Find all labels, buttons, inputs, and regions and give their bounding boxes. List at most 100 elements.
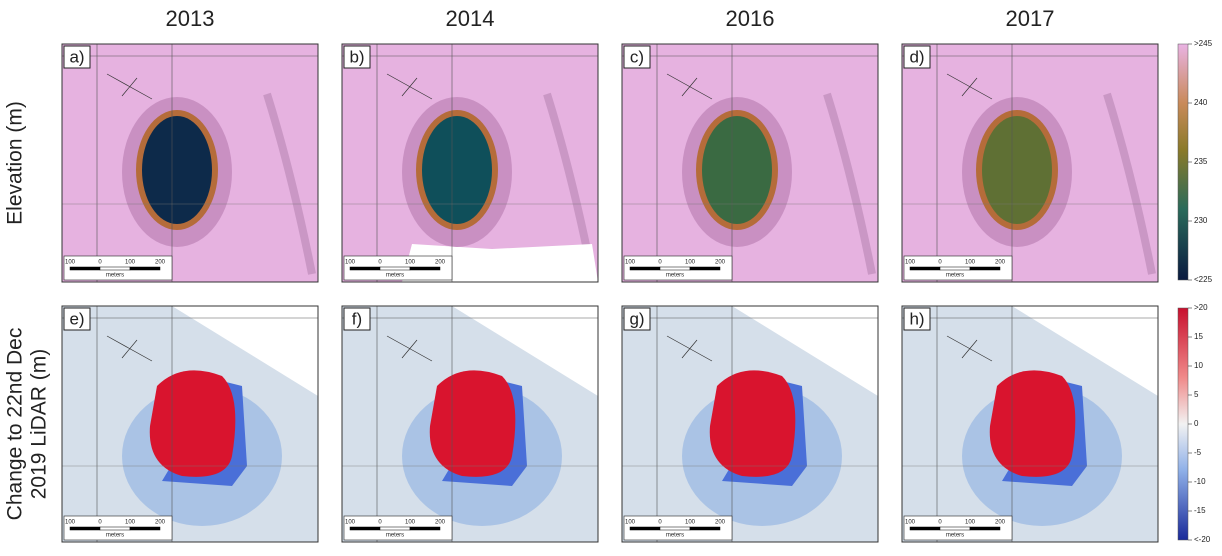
colorbar-tick-label: -10 — [1194, 477, 1206, 486]
scale-bar-unit: meters — [106, 273, 124, 279]
scale-bar-unit: meters — [666, 533, 684, 539]
scale-bar-label: 100 — [685, 260, 696, 266]
column-year: 2017 — [1006, 6, 1055, 31]
colorbar-tick-label: >20 — [1194, 303, 1208, 312]
panel-label: e) — [69, 309, 84, 328]
colorbar-tick-label: 0 — [1194, 419, 1199, 428]
scale-bar-segment — [660, 267, 690, 270]
scale-bar: 1000100200meters — [64, 516, 172, 540]
scale-bar-label: 100 — [685, 520, 696, 526]
scale-bar-unit: meters — [946, 273, 964, 279]
lake — [702, 116, 772, 224]
panel-label: d) — [909, 47, 924, 66]
gain-area — [710, 370, 796, 476]
scale-bar-segment — [630, 527, 660, 530]
panel-label: b) — [349, 47, 364, 66]
colorbar-tick-label: 240 — [1194, 98, 1208, 107]
scale-bar-label: 100 — [905, 520, 916, 526]
colorbar-tick-label: <225 — [1194, 275, 1213, 284]
lake — [422, 116, 492, 224]
scale-bar-segment — [910, 267, 940, 270]
scale-bar-segment — [690, 527, 720, 530]
colorbar-tick-label: 15 — [1194, 332, 1203, 341]
scale-bar-segment — [630, 267, 660, 270]
scale-bar-segment — [910, 527, 940, 530]
scale-bar-label: 100 — [625, 520, 636, 526]
colorbar-tick-label: -5 — [1194, 448, 1202, 457]
scale-bar-label: 100 — [625, 260, 636, 266]
panel-label: a) — [69, 47, 84, 66]
scale-bar-label: 100 — [65, 260, 76, 266]
colorbar-tick-label: -15 — [1194, 506, 1206, 515]
lake — [982, 116, 1052, 224]
scale-bar-label: 100 — [65, 520, 76, 526]
column-year: 2014 — [446, 6, 495, 31]
scale-bar-label: 200 — [155, 520, 166, 526]
figure: 2013201420162017Elevation (m)a)100010020… — [0, 0, 1222, 556]
scale-bar-segment — [350, 527, 380, 530]
scale-bar-segment — [940, 527, 970, 530]
scale-bar-segment — [70, 527, 100, 530]
colorbar-tick-label: <-20 — [1194, 535, 1211, 544]
scale-bar-segment — [100, 527, 130, 530]
scale-bar-label: 200 — [995, 260, 1006, 266]
scale-bar-label: 100 — [405, 520, 416, 526]
row-label: Change to 22nd Dec — [4, 328, 27, 521]
scale-bar-label: 100 — [965, 260, 976, 266]
gain-area — [430, 370, 516, 476]
scale-bar-label: 100 — [125, 260, 136, 266]
scale-bar-label: 100 — [345, 260, 356, 266]
scale-bar-unit: meters — [106, 533, 124, 539]
scale-bar-label: 100 — [905, 260, 916, 266]
column-year: 2013 — [166, 6, 215, 31]
scale-bar-label: 200 — [995, 520, 1006, 526]
panel-label: g) — [629, 309, 644, 328]
colorbar — [1178, 44, 1188, 280]
gain-area — [150, 370, 236, 476]
panel-label: f) — [352, 309, 362, 328]
colorbar — [1178, 308, 1188, 540]
scale-bar-label: 100 — [125, 520, 136, 526]
colorbar-tick-label: >245 — [1194, 39, 1213, 48]
scale-bar-label: 100 — [405, 260, 416, 266]
panel-label: c) — [630, 47, 644, 66]
lake — [142, 116, 212, 224]
scale-bar-segment — [350, 267, 380, 270]
scale-bar-unit: meters — [386, 273, 404, 279]
scale-bar-unit: meters — [386, 533, 404, 539]
gain-area — [990, 370, 1076, 476]
scale-bar-segment — [130, 527, 160, 530]
scale-bar-segment — [690, 267, 720, 270]
colorbar-tick-label: 5 — [1194, 390, 1199, 399]
scale-bar-label: 100 — [345, 520, 356, 526]
scale-bar: 1000100200meters — [64, 256, 172, 280]
scale-bar-segment — [660, 527, 690, 530]
scale-bar-segment — [100, 267, 130, 270]
scale-bar-segment — [410, 267, 440, 270]
colorbar-tick-label: 10 — [1194, 361, 1203, 370]
scale-bar-label: 100 — [965, 520, 976, 526]
scale-bar-label: 200 — [715, 260, 726, 266]
scale-bar-label: 200 — [715, 520, 726, 526]
colorbar-tick-label: 235 — [1194, 157, 1208, 166]
scale-bar-segment — [410, 527, 440, 530]
scale-bar-label: 200 — [435, 260, 446, 266]
column-year: 2016 — [726, 6, 775, 31]
scale-bar-segment — [70, 267, 100, 270]
row-label: Elevation (m) — [4, 101, 27, 225]
panel-label: h) — [909, 309, 924, 328]
colorbar-tick-label: 230 — [1194, 216, 1208, 225]
scale-bar-segment — [970, 527, 1000, 530]
